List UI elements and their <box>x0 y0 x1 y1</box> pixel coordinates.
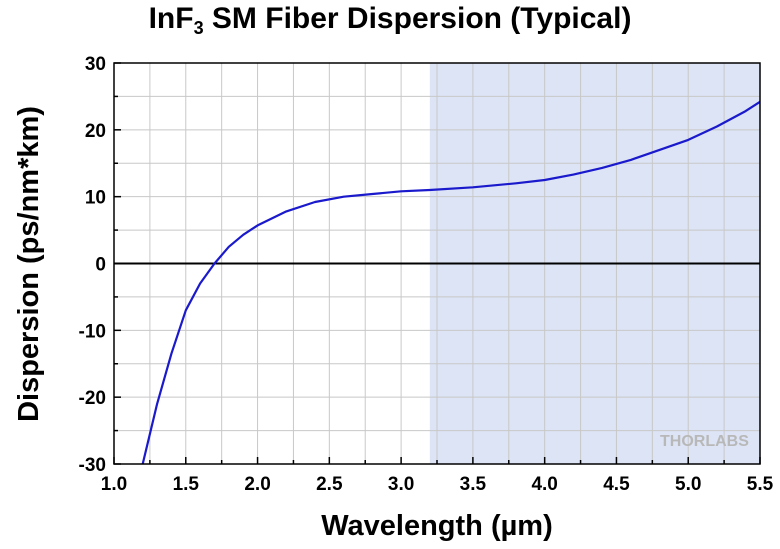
y-tick-label: -30 <box>79 455 106 476</box>
x-tick-label: 4.5 <box>603 474 630 495</box>
x-tick-label: 2.0 <box>244 474 270 495</box>
thorlabs-watermark: THORLABS <box>660 433 749 450</box>
y-tick-label: -20 <box>79 388 106 409</box>
x-axis-title: Wavelength (µm) <box>321 510 553 542</box>
x-tick-label: 5.5 <box>747 474 774 495</box>
x-tick-label: 2.5 <box>316 474 343 495</box>
x-tick-label: 1.5 <box>173 474 200 495</box>
tick-layer: 1.0 1.5 2.0 2.5 3.0 3.5 4.0 4.5 5.0 5.5 -30 -20 -10 0… <box>79 54 774 495</box>
title-rest: SM Fiber Dispersion (Typical) <box>203 2 632 35</box>
chart-title: InF3 SM Fiber Dispersion (Typical) <box>0 2 780 39</box>
y-tick-label: 10 <box>85 188 106 209</box>
x-tick-label: 4.0 <box>531 474 557 495</box>
dispersion-curve <box>141 100 761 465</box>
title-main: InF <box>148 2 194 35</box>
y-tick-label: 30 <box>85 54 106 75</box>
x-tick-label: 1.0 <box>101 474 127 495</box>
x-tick-label: 3.5 <box>460 474 487 495</box>
y-axis-title: Dispersion (ps/nm*km) <box>13 106 45 422</box>
y-tick-label: -10 <box>79 321 106 342</box>
title-subscript: 3 <box>193 18 204 38</box>
x-tick-label: 3.0 <box>388 474 414 495</box>
series-layer <box>141 100 761 465</box>
x-tick-label: 5.0 <box>675 474 701 495</box>
y-tick-label: 0 <box>95 255 106 276</box>
y-tick-label: 20 <box>85 121 106 142</box>
